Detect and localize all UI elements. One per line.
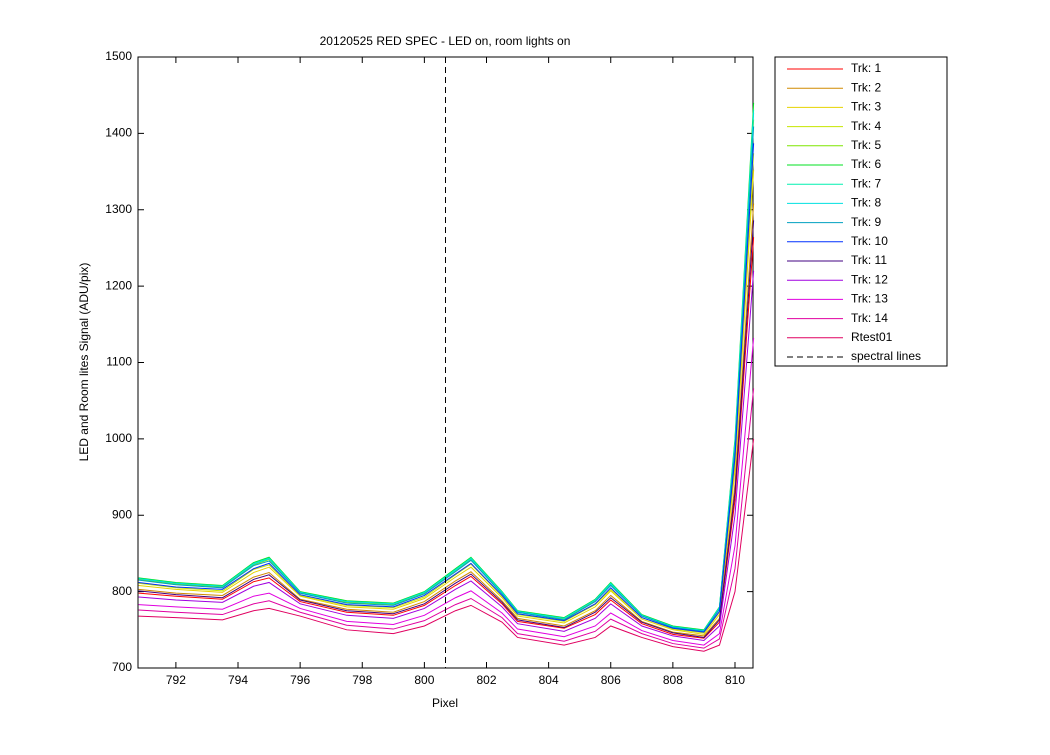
legend-label: Trk: 6 [851,157,882,171]
x-tick-label: 792 [166,673,186,687]
legend-label: Trk: 7 [851,176,882,190]
series-line [138,388,755,649]
legend-label: Trk: 5 [851,138,882,152]
x-tick-label: 794 [228,673,248,687]
legend-label: Trk: 2 [851,80,882,94]
y-tick-label: 1200 [105,278,132,292]
y-tick-label: 1300 [105,202,132,216]
y-tick-label: 1500 [105,49,132,63]
x-tick-label: 798 [352,673,372,687]
y-tick-label: 1400 [105,126,132,140]
legend-label: spectral lines [851,349,921,363]
y-tick-label: 1000 [105,431,132,445]
y-tick-label: 800 [112,584,132,598]
series-line [138,102,755,631]
legend-label: Trk: 11 [851,253,887,267]
legend-label: Trk: 3 [851,100,882,114]
y-tick-label: 900 [112,507,132,521]
legend-label: Rtest01 [851,330,893,344]
legend-label: Trk: 8 [851,196,882,210]
legend-label: Trk: 12 [851,272,888,286]
series-line [138,270,755,642]
series-line [138,438,755,652]
legend-label: Trk: 1 [851,61,882,75]
y-tick-label: 1100 [106,355,132,369]
chart-title: 20120525 RED SPEC - LED on, room lights … [320,34,571,48]
y-axis-label: LED and Room lites Signal (ADU/pix) [77,263,91,462]
legend-label: Trk: 4 [851,119,882,133]
legend-label: Trk: 9 [851,215,882,229]
x-tick-label: 802 [476,673,496,687]
series-line [138,338,755,646]
series-line [138,153,755,634]
legend-label: Trk: 13 [851,292,888,306]
x-tick-label: 796 [290,673,310,687]
legend-label: Trk: 10 [851,234,888,248]
series-line [138,126,755,632]
series-line [138,170,755,635]
series-line [138,143,755,633]
x-tick-label: 810 [725,673,745,687]
x-tick-label: 800 [414,673,434,687]
legend-label: Trk: 14 [851,311,888,325]
series-line [138,237,755,639]
y-tick-label: 700 [112,660,132,674]
series-line [138,112,755,632]
x-tick-label: 804 [539,673,559,687]
series-line [138,203,755,637]
x-tick-label: 808 [663,673,683,687]
legend-box [774,56,948,367]
series-line [138,220,755,638]
x-tick-label: 806 [601,673,621,687]
x-axis-label: Pixel [432,696,458,710]
